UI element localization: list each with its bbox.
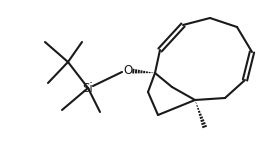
Text: Si: Si <box>83 81 93 95</box>
Text: O: O <box>123 64 133 76</box>
